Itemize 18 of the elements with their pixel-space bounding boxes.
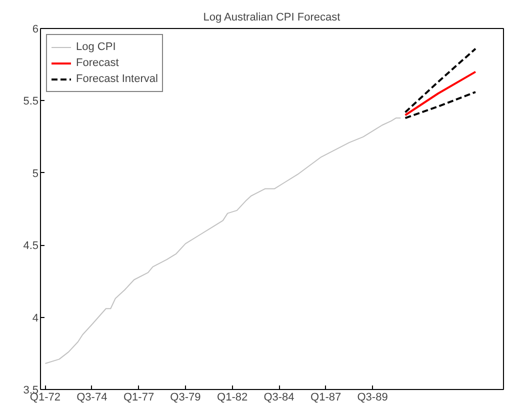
x-tick-label: Q1-72 — [30, 392, 61, 404]
x-tick-label: Q3-74 — [76, 392, 108, 404]
y-tick-label: 4 — [32, 312, 39, 324]
legend-label: Forecast — [76, 56, 119, 71]
x-tick-label: Q3-89 — [357, 392, 388, 404]
legend-label: Log CPI — [76, 40, 116, 55]
x-tick-label: Q3-79 — [170, 392, 201, 404]
legend-label: Forecast Interval — [76, 72, 158, 87]
x-tick-label: Q1-82 — [217, 392, 248, 404]
chart-title: Log Australian CPI Forecast — [203, 12, 340, 24]
y-tick-label: 5 — [32, 168, 39, 180]
x-tick-label: Q3-84 — [264, 392, 294, 404]
y-tick-label: 4.5 — [23, 240, 39, 252]
y-tick-label: 5.5 — [23, 96, 39, 108]
x-tick-label: Q1-87 — [310, 392, 342, 404]
y-tick-label: 6 — [32, 24, 39, 36]
x-tick-label: Q1-77 — [124, 392, 154, 404]
line-series — [44, 118, 402, 364]
